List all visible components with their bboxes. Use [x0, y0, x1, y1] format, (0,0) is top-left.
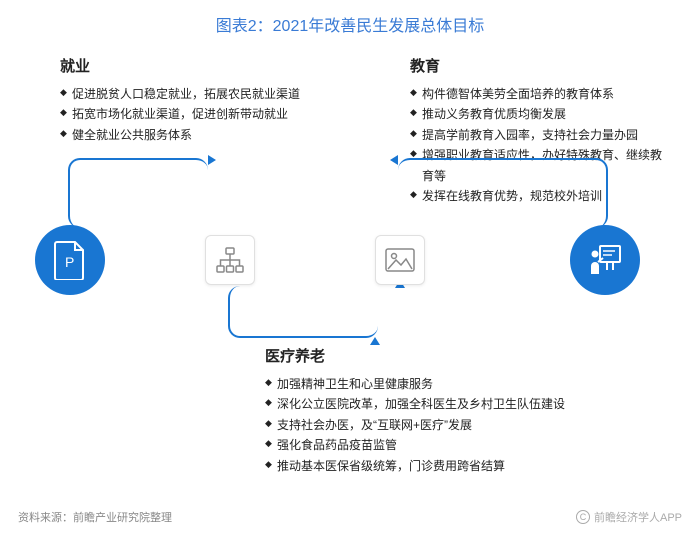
- org-chart-icon: [205, 235, 255, 285]
- list-item: 强化食品药品疫苗监管: [265, 435, 585, 455]
- list-item: 促进脱贫人口稳定就业，拓展农民就业渠道: [60, 84, 320, 104]
- list-item: 推动义务教育优质均衡发展: [410, 104, 670, 124]
- image-icon: [375, 235, 425, 285]
- section-employment: 就业 促进脱贫人口稳定就业，拓展农民就业渠道 拓宽市场化就业渠道，促进创新带动就…: [60, 55, 320, 145]
- copyright: C 前瞻经济学人APP: [576, 509, 682, 525]
- list-item: 推动基本医保省级统筹，门诊费用跨省结算: [265, 456, 585, 476]
- connector-1: [68, 158, 208, 228]
- chart-title: 图表2：2021年改善民生发展总体目标: [0, 0, 700, 36]
- list-item: 支持社会办医，及“互联网+医疗”发展: [265, 415, 585, 435]
- healthcare-title: 医疗养老: [265, 345, 585, 366]
- list-item: 健全就业公共服务体系: [60, 125, 320, 145]
- list-item: 深化公立医院改革，加强全科医生及乡村卫生队伍建设: [265, 394, 585, 414]
- connector-2: [228, 286, 378, 338]
- copyright-text: 前瞻经济学人APP: [594, 509, 682, 525]
- employment-list: 促进脱贫人口稳定就业，拓展农民就业渠道 拓宽市场化就业渠道，促进创新带动就业 健…: [60, 84, 320, 145]
- teacher-icon: [570, 225, 640, 295]
- copyright-icon: C: [576, 510, 590, 524]
- svg-text:P: P: [65, 254, 74, 270]
- list-item: 提高学前教育入园率，支持社会力量办园: [410, 125, 670, 145]
- healthcare-list: 加强精神卫生和心里健康服务 深化公立医院改革，加强全科医生及乡村卫生队伍建设 支…: [265, 374, 585, 476]
- connector-3: [398, 158, 608, 228]
- education-title: 教育: [410, 55, 670, 76]
- employment-title: 就业: [60, 55, 320, 76]
- section-healthcare: 医疗养老 加强精神卫生和心里健康服务 深化公立医院改革，加强全科医生及乡村卫生队…: [265, 345, 585, 476]
- list-item: 构件德智体美劳全面培养的教育体系: [410, 84, 670, 104]
- file-icon: P: [35, 225, 105, 295]
- list-item: 拓宽市场化就业渠道，促进创新带动就业: [60, 104, 320, 124]
- source-text: 资料来源：前瞻产业研究院整理: [18, 509, 172, 525]
- list-item: 加强精神卫生和心里健康服务: [265, 374, 585, 394]
